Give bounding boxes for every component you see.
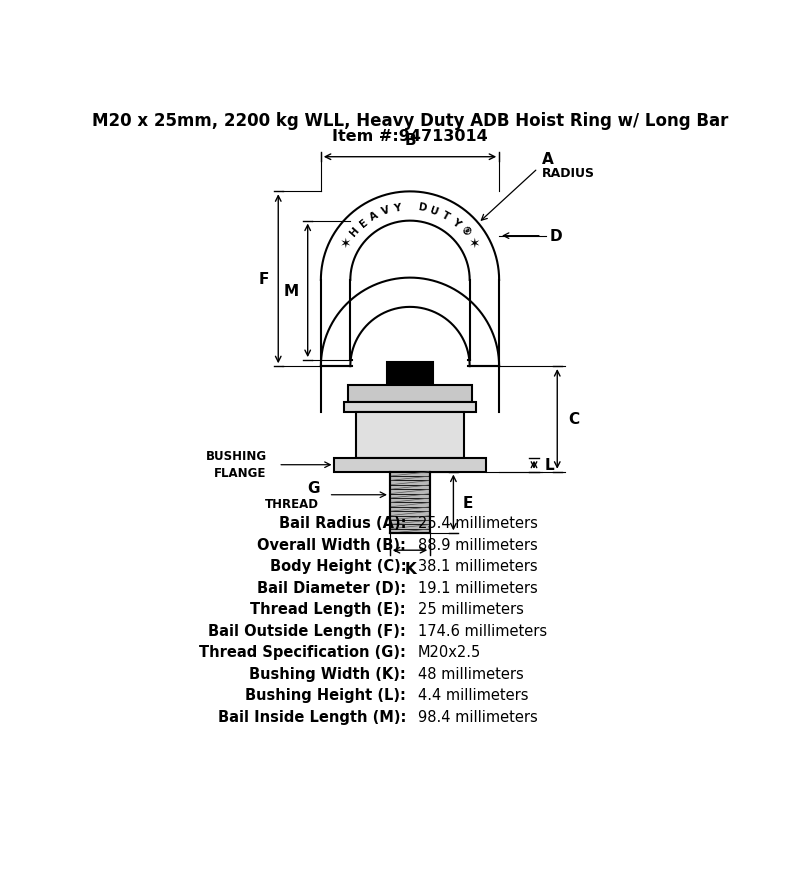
Text: A: A (368, 210, 380, 222)
Text: 38.1 millimeters: 38.1 millimeters (418, 559, 538, 574)
Bar (390, 472, 430, 533)
Text: ✶: ✶ (469, 237, 480, 251)
Text: RADIUS: RADIUS (542, 167, 594, 180)
Bar (348, 386, 472, 403)
Bar (334, 459, 486, 472)
Text: M20 x 25mm, 2200 kg WLL, Heavy Duty ADB Hoist Ring w/ Long Bar: M20 x 25mm, 2200 kg WLL, Heavy Duty ADB … (92, 111, 728, 130)
Bar (356, 412, 464, 459)
Text: ✶: ✶ (340, 237, 351, 251)
Text: L: L (545, 458, 554, 473)
Text: 88.9 millimeters: 88.9 millimeters (418, 537, 538, 552)
Text: 25 millimeters: 25 millimeters (418, 602, 524, 617)
Text: D: D (550, 229, 562, 244)
Text: Thread Length (E):: Thread Length (E): (250, 602, 406, 617)
Text: V: V (380, 205, 391, 217)
Text: Overall Width (B):: Overall Width (B): (258, 537, 406, 552)
Text: E: E (462, 496, 473, 510)
Text: 98.4 millimeters: 98.4 millimeters (418, 709, 538, 724)
Bar (386, 363, 434, 386)
Text: 4.4 millimeters: 4.4 millimeters (418, 688, 528, 702)
Text: 48 millimeters: 48 millimeters (418, 667, 523, 681)
Text: E: E (358, 217, 370, 229)
Text: M20x2.5: M20x2.5 (418, 645, 481, 660)
Text: M: M (283, 283, 298, 298)
Text: Y: Y (393, 203, 402, 213)
Text: Bushing Width (K):: Bushing Width (K): (250, 667, 406, 681)
Text: BUSHING: BUSHING (206, 450, 266, 462)
Bar (344, 403, 476, 412)
Text: THREAD: THREAD (266, 498, 319, 511)
Text: U: U (429, 204, 440, 217)
Text: F: F (258, 272, 269, 287)
Text: Bail Diameter (D):: Bail Diameter (D): (257, 580, 406, 595)
Text: Bushing Height (L):: Bushing Height (L): (246, 688, 406, 702)
Text: C: C (568, 412, 579, 427)
Text: T: T (440, 210, 451, 222)
Text: D: D (418, 203, 427, 213)
Text: 19.1 millimeters: 19.1 millimeters (418, 580, 538, 595)
Text: H: H (348, 225, 362, 238)
Text: Bail Inside Length (M):: Bail Inside Length (M): (218, 709, 406, 724)
Text: Bail Radius (A):: Bail Radius (A): (278, 516, 406, 531)
Text: ®: ® (458, 224, 473, 239)
Text: Item #:94713014: Item #:94713014 (332, 129, 488, 144)
Text: Y: Y (450, 217, 462, 229)
Text: Bail Outside Length (F):: Bail Outside Length (F): (208, 623, 406, 638)
Text: B: B (404, 133, 416, 148)
Text: Body Height (C):: Body Height (C): (270, 559, 406, 574)
Text: 25.4 millimeters: 25.4 millimeters (418, 516, 538, 531)
Text: G: G (307, 480, 319, 495)
Text: K: K (404, 561, 416, 576)
Text: A: A (542, 152, 554, 167)
Text: FLANGE: FLANGE (214, 467, 266, 480)
Text: 174.6 millimeters: 174.6 millimeters (418, 623, 547, 638)
Text: Thread Specification (G):: Thread Specification (G): (199, 645, 406, 660)
